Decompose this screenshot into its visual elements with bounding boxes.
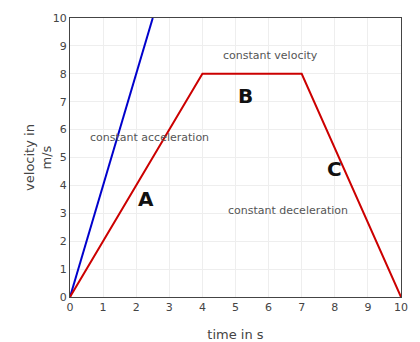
svg-text:1: 1 — [60, 263, 67, 276]
svg-text:3: 3 — [60, 207, 67, 220]
svg-text:C: C — [327, 157, 342, 181]
svg-text:constant deceleration: constant deceleration — [228, 204, 348, 217]
svg-text:8: 8 — [331, 301, 338, 314]
svg-text:2: 2 — [133, 301, 140, 314]
svg-text:9: 9 — [364, 301, 371, 314]
svg-text:constant velocity: constant velocity — [223, 49, 318, 62]
svg-text:7: 7 — [298, 301, 305, 314]
svg-text:velocity inm/s: velocity inm/s — [22, 124, 54, 191]
svg-text:3: 3 — [166, 301, 173, 314]
svg-text:time in s: time in s — [207, 327, 263, 342]
svg-text:4: 4 — [199, 301, 206, 314]
svg-text:5: 5 — [60, 151, 67, 164]
svg-text:0: 0 — [60, 291, 67, 304]
svg-text:B: B — [238, 84, 253, 108]
svg-text:9: 9 — [60, 40, 67, 53]
svg-text:6: 6 — [265, 301, 272, 314]
svg-text:2: 2 — [60, 235, 67, 248]
svg-text:7: 7 — [60, 96, 67, 109]
svg-text:constant acceleration: constant acceleration — [90, 131, 209, 144]
svg-text:A: A — [138, 187, 154, 211]
svg-text:0: 0 — [67, 301, 74, 314]
svg-text:8: 8 — [60, 68, 67, 81]
svg-text:1: 1 — [100, 301, 107, 314]
svg-text:10: 10 — [53, 12, 67, 25]
svg-text:4: 4 — [60, 179, 67, 192]
svg-text:6: 6 — [60, 123, 67, 136]
svg-text:5: 5 — [232, 301, 239, 314]
svg-text:10: 10 — [394, 301, 408, 314]
